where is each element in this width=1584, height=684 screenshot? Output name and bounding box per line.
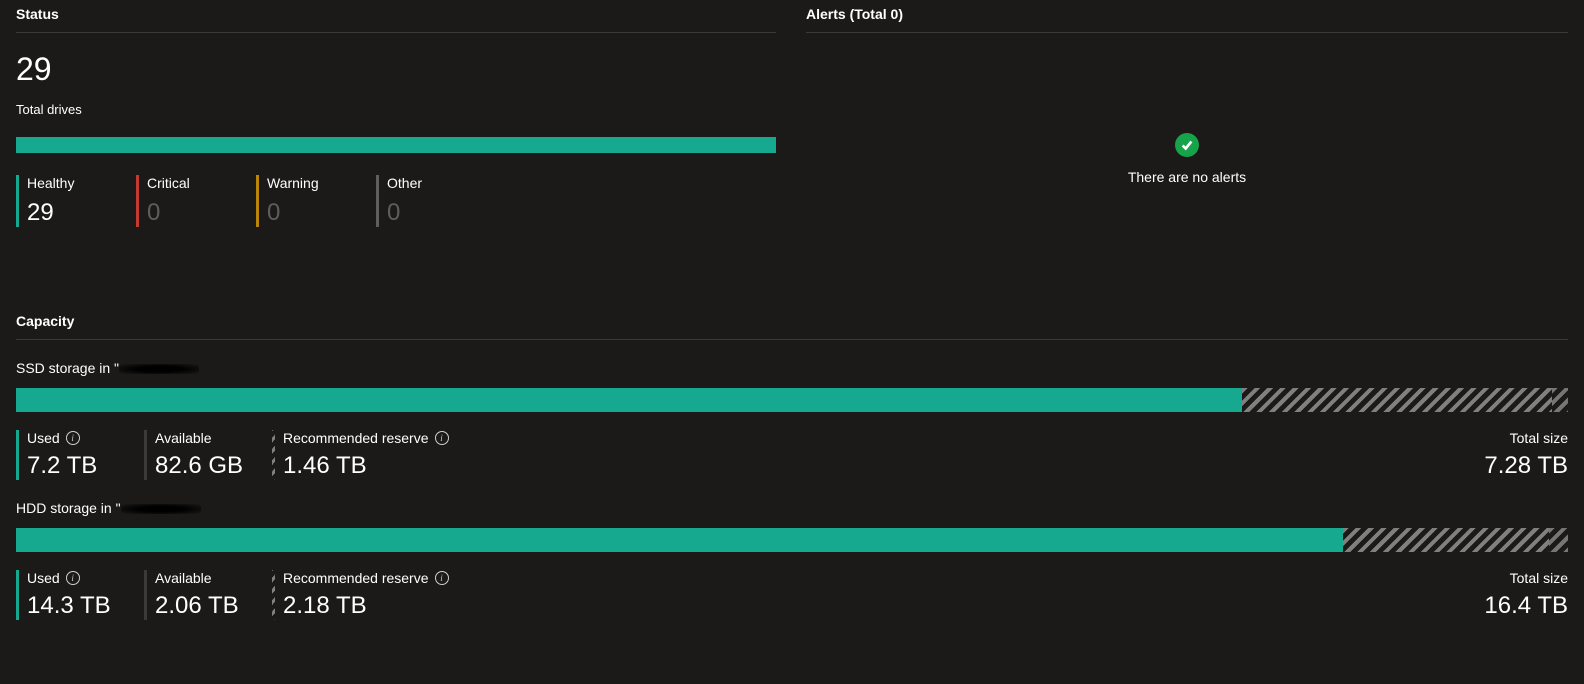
capacity-stat-value: 2.18 TB [283, 592, 449, 620]
capacity-stat-label: Recommended reservei [283, 570, 449, 586]
capacity-stat-value: 1.46 TB [283, 452, 449, 480]
capacity-group: SSD storage in " Usedi 7.2 TB Available 82.6… [16, 360, 1568, 480]
capacity-title-prefix: SSD storage in " [16, 360, 119, 376]
capacity-stats: Usedi 14.3 TB Available 2.06 TB Recommended … [16, 570, 1568, 620]
legend-label: Warning [267, 175, 376, 191]
capacity-total-value: 16.4 TB [1484, 592, 1568, 620]
legend-value: 0 [267, 199, 376, 227]
legend-label: Critical [147, 175, 256, 191]
capacity-stat-label: Usedi [27, 430, 116, 446]
capacity-title-prefix: HDD storage in " [16, 500, 121, 516]
legend-item-warning: Warning 0 [256, 175, 376, 227]
capacity-bar-reserve [1343, 528, 1549, 552]
capacity-total-label: Total size [1484, 570, 1568, 586]
capacity-stat-label: Usedi [27, 570, 116, 586]
capacity-stat-reserve: Recommended reservei 1.46 TB [272, 430, 449, 480]
status-panel: Status 29 Total drives Healthy29Critical… [16, 0, 776, 227]
legend-item-healthy: Healthy 29 [16, 175, 136, 227]
capacity-stats: Usedi 7.2 TB Available 82.6 GB Recommended r… [16, 430, 1568, 480]
capacity-bar-remainder [1549, 528, 1568, 552]
redacted-name [119, 364, 199, 374]
status-bar [16, 137, 776, 153]
alerts-empty-text: There are no alerts [1128, 169, 1246, 185]
redacted-name [121, 504, 201, 514]
info-icon[interactable]: i [66, 571, 80, 585]
capacity-header: Capacity [16, 307, 1568, 340]
capacity-panel: Capacity SSD storage in " Usedi 7.2 TB Avai… [16, 307, 1568, 620]
check-icon [1175, 133, 1199, 157]
total-drives-value: 29 [16, 51, 776, 88]
capacity-group: HDD storage in " Usedi 14.3 TB Available 2.0… [16, 500, 1568, 620]
info-icon[interactable]: i [435, 431, 449, 445]
legend-value: 29 [27, 199, 136, 227]
capacity-bar-reserve [1242, 388, 1552, 412]
capacity-group-title: HDD storage in " [16, 500, 1568, 516]
capacity-stat-value: 7.2 TB [27, 452, 116, 480]
capacity-stat-used: Usedi 7.2 TB [16, 430, 116, 480]
capacity-bar-used [16, 528, 1343, 552]
capacity-bar-remainder [1552, 388, 1568, 412]
info-icon[interactable]: i [435, 571, 449, 585]
capacity-stat-value: 14.3 TB [27, 592, 116, 620]
capacity-stat-value: 82.6 GB [155, 452, 244, 480]
capacity-bar [16, 528, 1568, 552]
capacity-stat-label: Available [155, 430, 244, 446]
legend-value: 0 [147, 199, 256, 227]
legend-item-critical: Critical 0 [136, 175, 256, 227]
capacity-group-title: SSD storage in " [16, 360, 1568, 376]
legend-label: Other [387, 175, 496, 191]
info-icon[interactable]: i [66, 431, 80, 445]
alerts-header: Alerts (Total 0) [806, 0, 1568, 33]
status-legend: Healthy 29 Critical 0 Warning 0 Other 0 [16, 175, 776, 227]
capacity-stat-used: Usedi 14.3 TB [16, 570, 116, 620]
capacity-stat-available: Available 82.6 GB [144, 430, 244, 480]
legend-label: Healthy [27, 175, 136, 191]
capacity-stat-label: Recommended reservei [283, 430, 449, 446]
legend-value: 0 [387, 199, 496, 227]
capacity-stat-value: 2.06 TB [155, 592, 244, 620]
capacity-total: Total size 7.28 TB [1484, 430, 1568, 480]
capacity-bar [16, 388, 1568, 412]
total-drives-label: Total drives [16, 102, 776, 117]
capacity-total-value: 7.28 TB [1484, 452, 1568, 480]
capacity-bar-used [16, 388, 1242, 412]
capacity-total-label: Total size [1484, 430, 1568, 446]
capacity-total: Total size 16.4 TB [1484, 570, 1568, 620]
alerts-panel: Alerts (Total 0) There are no alerts [806, 0, 1568, 227]
capacity-stat-reserve: Recommended reservei 2.18 TB [272, 570, 449, 620]
legend-item-other: Other 0 [376, 175, 496, 227]
status-header: Status [16, 0, 776, 33]
capacity-stat-label: Available [155, 570, 244, 586]
capacity-stat-available: Available 2.06 TB [144, 570, 244, 620]
